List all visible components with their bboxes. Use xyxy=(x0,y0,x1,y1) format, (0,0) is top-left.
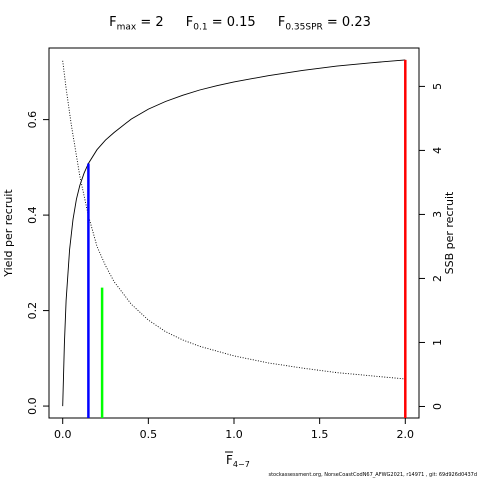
y-right-tick-label: 3 xyxy=(431,211,444,218)
y-right-tick-label: 5 xyxy=(431,83,444,90)
title-f01: F0.1 = 0.15 xyxy=(185,15,256,33)
y-right-tick-label: 0 xyxy=(431,403,444,410)
y-axis-left-label: Yield per recruit xyxy=(2,189,15,278)
x-tick-label: 0.0 xyxy=(54,428,72,441)
series-layer xyxy=(62,59,406,407)
y-left-tick-label: 0.6 xyxy=(26,111,39,129)
y-right-tick-label: 1 xyxy=(431,339,444,346)
x-axis: 0.0 0.5 1.0 1.5 2.0 xyxy=(54,418,414,441)
x-tick-label: 0.5 xyxy=(140,428,158,441)
y-axis-right-label: SSB per recruit xyxy=(443,191,456,274)
y-right-tick-label: 4 xyxy=(431,147,444,154)
y-left-tick-label: 0.0 xyxy=(26,397,39,415)
title-fspr: F0.35SPR = 0.23 xyxy=(277,15,371,33)
x-tick-label: 1.5 xyxy=(311,428,329,441)
yield-per-recruit-line xyxy=(62,59,406,407)
x-axis-label: F4−7 xyxy=(226,453,250,469)
plot-frame xyxy=(48,47,420,419)
reference-lines xyxy=(87,59,407,418)
footer-note: stockassessment.org, NorseCoastCodN67_AF… xyxy=(268,472,477,478)
y-axis-left: 0.0 0.2 0.4 0.6 xyxy=(26,111,49,415)
x-tick-label: 1.0 xyxy=(225,428,243,441)
y-right-tick-label: 2 xyxy=(431,275,444,282)
title-fmax: Fmax = 2 xyxy=(109,15,164,33)
ssb-per-recruit-line xyxy=(62,60,406,380)
y-axis-right: 0 1 2 3 4 5 xyxy=(419,83,444,410)
chart-title: Fmax = 2 F0.1 = 0.15 F0.35SPR = 0.23 xyxy=(0,15,480,33)
y-left-tick-label: 0.2 xyxy=(26,302,39,320)
x-tick-label: 2.0 xyxy=(397,428,415,441)
y-left-tick-label: 0.4 xyxy=(26,206,39,224)
